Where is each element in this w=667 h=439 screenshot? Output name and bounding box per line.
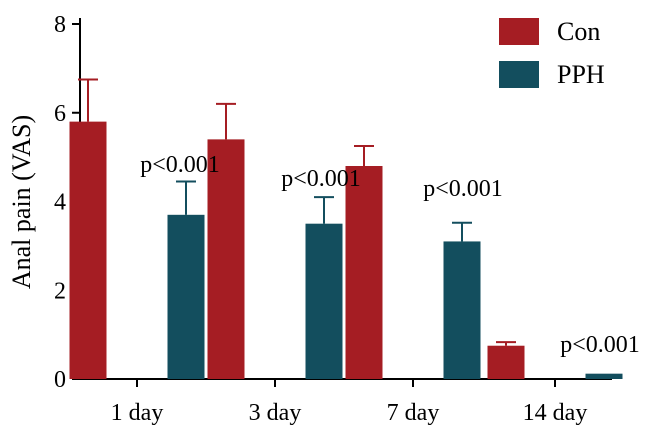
bar-con-1-day [69, 121, 107, 379]
y-axis-title: Anal pain (VAS) [7, 115, 36, 289]
bar-pph-7-day [443, 241, 481, 379]
y-tick-label: 8 [54, 12, 66, 38]
bar-con-3-day [207, 139, 245, 379]
bar-con-7-day [345, 166, 383, 379]
y-tick-label: 4 [54, 190, 66, 216]
legend: Con PPH [499, 17, 605, 89]
legend-label-pph: PPH [557, 60, 605, 89]
bar-pph-1-day [167, 214, 205, 379]
p-value-annotation: p<0.001 [560, 332, 640, 358]
y-tick-label: 0 [54, 367, 66, 393]
bar-pph-3-day [305, 223, 343, 379]
x-tick-label: 14 day [523, 400, 588, 426]
p-value-annotation: p<0.001 [423, 176, 503, 202]
p-value-annotation: p<0.001 [281, 166, 361, 192]
legend-swatch-pph [499, 61, 539, 88]
bar-pph-14-day [585, 373, 623, 379]
bar-con-14-day [487, 345, 525, 379]
legend-label-con: Con [557, 17, 600, 46]
p-value-annotation: p<0.001 [140, 152, 220, 178]
legend-swatch-con [499, 18, 539, 45]
plot-area: 0 2 4 6 8 1 day 3 day 7 day 14 day p<0.001 p<0.001… [54, 12, 640, 426]
y-tick-label: 6 [54, 101, 66, 127]
x-tick-label: 7 day [387, 400, 440, 426]
x-tick-label: 3 day [249, 400, 302, 426]
x-tick-label: 1 day [111, 400, 164, 426]
y-tick-label: 2 [54, 278, 66, 304]
